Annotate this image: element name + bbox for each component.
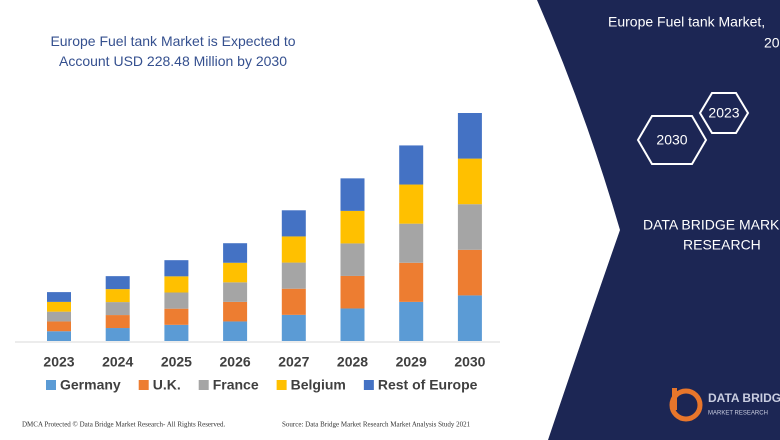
footer-left: DMCA Protected © Data Bridge Market Rese… (22, 421, 225, 429)
bar-segment (340, 178, 365, 211)
bar-segment (340, 275, 365, 309)
bar-segment (223, 243, 248, 263)
logo-name: DATA BRIDGE (708, 391, 780, 405)
legend-label: Germany (60, 377, 121, 393)
x-tick-label: 2023 (43, 354, 74, 370)
hexagon-label: 2030 (656, 132, 687, 148)
panel-heading-2: 20 (764, 35, 780, 51)
bar-segment (164, 260, 189, 277)
legend-swatch (363, 380, 374, 390)
bar-segment (399, 145, 424, 185)
bar-segment (281, 314, 306, 341)
bar-segment (105, 302, 130, 316)
bar-segment (47, 311, 71, 322)
bar-segment (105, 315, 130, 329)
hexagon (636, 115, 708, 165)
bar-segment (223, 321, 248, 341)
bar-segment (457, 249, 482, 296)
bar-segment (47, 292, 71, 302)
x-tick-label: 2025 (161, 354, 192, 370)
bar-segment (340, 308, 365, 341)
bar-segment (47, 321, 71, 332)
bar-segment (457, 113, 482, 159)
legend-swatch (138, 380, 149, 390)
bar-segment (281, 262, 306, 289)
x-tick-label: 2028 (337, 354, 368, 370)
bar-segment (164, 324, 189, 341)
bar-segment (223, 301, 248, 322)
x-tick-label: 2027 (278, 354, 309, 370)
bar-segment (164, 308, 189, 325)
bar-segment (47, 331, 71, 341)
legend-label: Belgium (291, 377, 346, 393)
legend-swatch (198, 380, 209, 390)
bar-segment (105, 328, 130, 341)
bar-segment (105, 289, 130, 303)
bar-segment (340, 243, 365, 276)
x-tick-label: 2030 (454, 354, 485, 370)
footer-right: Source: Data Bridge Market Research Mark… (282, 421, 471, 429)
hexagon-label: 2023 (708, 105, 739, 121)
bar-segment (281, 210, 306, 237)
hexagon (698, 92, 750, 134)
x-tick-label: 2026 (220, 354, 251, 370)
logo-icon (672, 388, 677, 410)
bar-segment (340, 210, 365, 244)
legend-swatch (46, 380, 56, 390)
chart-title: Europe Fuel tank Market is Expected to A… (50, 33, 296, 69)
bar-segment (399, 301, 424, 341)
side-panel (537, 0, 780, 440)
legend-label: U.K. (153, 377, 181, 393)
bar-segment (223, 282, 248, 302)
bar-segment (399, 184, 424, 224)
panel-heading: Europe Fuel tank Market, (608, 14, 765, 30)
bar-segment (399, 262, 424, 302)
bar-segment (457, 204, 482, 250)
logo-tagline: MARKET RESEARCH (708, 411, 768, 417)
brand-line: DATA BRIDGE MARKET (643, 217, 780, 233)
bar-segment (164, 276, 189, 293)
bar-segment (47, 301, 71, 312)
bar-segment (105, 276, 130, 290)
x-tick-label: 2024 (102, 354, 133, 370)
bar-segment (281, 288, 306, 315)
bar-segment (399, 223, 424, 263)
legend-label: Rest of Europe (378, 377, 478, 393)
brand-line: RESEARCH (683, 237, 761, 253)
legend-swatch (276, 380, 287, 390)
bar-segment (457, 158, 482, 205)
bar-segment (223, 262, 248, 283)
legend-label: France (213, 377, 259, 393)
bar-segment (281, 236, 306, 263)
x-tick-label: 2029 (396, 354, 427, 370)
bar-segment (164, 292, 189, 309)
bar-segment (457, 295, 482, 341)
